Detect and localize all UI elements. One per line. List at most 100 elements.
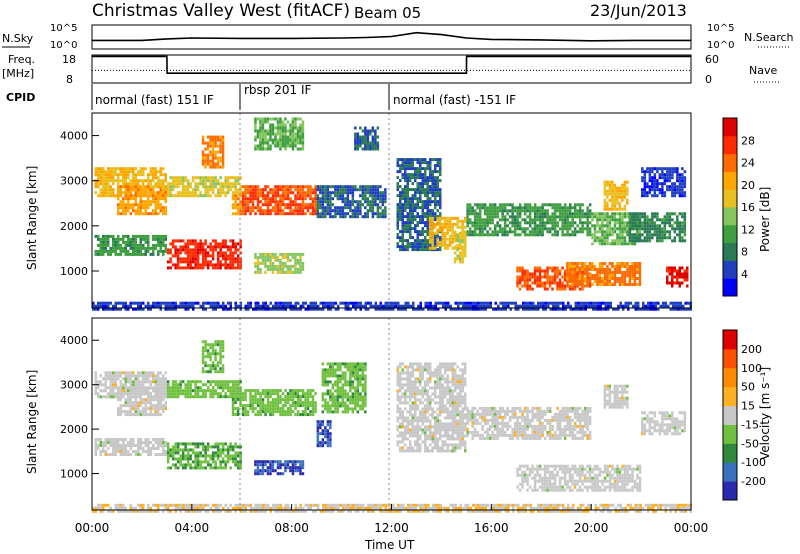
x-tick-label: 00:00 [75, 521, 110, 535]
colorbar-tick-label: -200 [741, 475, 766, 488]
colorbar-tick-label: 12 [741, 223, 755, 236]
velocity-yticks: 4000 3000 2000 1000 [60, 334, 99, 481]
x-tick-label: 04:00 [175, 521, 210, 535]
echo-region [316, 185, 387, 219]
echo-region [92, 503, 692, 513]
power-ylabel: Slant Range [km] [25, 166, 39, 270]
colorbar-segment [723, 462, 737, 482]
velocity-colorbar-title: Velocity [m s⁻¹] [758, 367, 772, 460]
echo-region [516, 464, 642, 492]
colorbar-segment [723, 481, 737, 501]
echo-region [241, 185, 317, 216]
freq-axis-bottom: 8 [66, 73, 73, 86]
colorbar-tick-label: -100 [741, 456, 766, 469]
colorbar-tick-label: 8 [741, 246, 748, 259]
cpid-row: CPID normal (fast) 151 IF rbsp 201 IF no… [6, 83, 516, 110]
echo-region [453, 230, 467, 264]
x-tick-label: 16:00 [474, 521, 509, 535]
colorbar-tick-label: 15 [741, 400, 755, 413]
colorbar-frame [722, 329, 738, 501]
echo-region [166, 239, 242, 270]
power-yticks: 4000 3000 2000 1000 [60, 130, 99, 278]
nsearch-label: N.Search [744, 31, 794, 44]
echo-region [94, 234, 167, 256]
nsky-axis-top: 10^5 [50, 23, 77, 34]
colorbar-segment [723, 118, 737, 137]
power-colorbar: 28 24 20 16 12 8 4 [722, 117, 755, 297]
y-tick-label: 3000 [60, 379, 88, 392]
echo-region [316, 420, 332, 448]
echo-region [241, 389, 317, 417]
nave-axis-top: 60 [705, 53, 719, 66]
echo-region [201, 340, 225, 374]
colorbar-tick-label: 50 [741, 381, 755, 394]
velocity-panel: 4000 3000 2000 1000 Slant Range [km] [25, 317, 692, 513]
mode-label-1: normal (fast) 151 IF [95, 93, 214, 107]
colorbar-segment [723, 348, 737, 369]
velocity-colorbar: 200 100 50 15 -15 -50 -100 -200 [722, 329, 766, 501]
echo-region [231, 194, 242, 216]
colorbar-segment [723, 153, 737, 172]
echo-region [354, 126, 380, 151]
colorbar-segment [723, 405, 737, 425]
x-tick-label: 12:00 [374, 521, 409, 535]
echo-region [666, 266, 689, 288]
freq-label: Freq. [8, 53, 35, 66]
echo-region [117, 185, 167, 216]
velocity-cells [92, 340, 692, 513]
mode-label-2: rbsp 201 IF [244, 83, 311, 97]
x-axis-label: Time UT [364, 538, 415, 552]
power-panel: 4000 3000 2000 1000 Slant Range [km] [25, 112, 692, 311]
nsky-series-line [92, 31, 691, 42]
colorbar-segment [723, 260, 737, 279]
x-axis-ticks: 00:00 04:00 08:00 12:00 16:00 20:00 00:00 [75, 504, 709, 535]
y-tick-label: 1000 [60, 468, 88, 481]
power-frame [91, 112, 692, 309]
echo-region [92, 301, 692, 311]
echo-region [166, 176, 242, 198]
echo-region [603, 180, 629, 211]
power-colorbar-title: Power [dB] [758, 187, 772, 252]
echo-region [396, 158, 442, 252]
colorbar-segment [723, 189, 737, 208]
date-label: 23/Jun/2013 [590, 1, 687, 20]
nsky-strip: N.Sky 10^5 10^0 10^5 10^0 N.Search [2, 23, 794, 51]
y-tick-label: 3000 [60, 175, 88, 188]
echo-region [628, 212, 687, 243]
nsky-frame [91, 24, 692, 50]
y-tick-label: 4000 [60, 130, 88, 143]
echo-region [166, 442, 242, 470]
y-tick-label: 4000 [60, 334, 88, 347]
echo-region [166, 380, 242, 399]
nave-axis-bottom: 0 [705, 73, 712, 86]
colorbar-tick-label: -50 [741, 437, 759, 450]
colorbar-tick-label: 100 [741, 362, 762, 375]
echo-region [641, 167, 687, 198]
mode-label-3: normal (fast) -151 IF [393, 93, 516, 107]
colorbar-segment [723, 278, 737, 297]
colorbar-segment [723, 224, 737, 244]
echo-region [566, 262, 642, 286]
colorbar-tick-label: 24 [741, 157, 755, 170]
echo-region [254, 117, 305, 151]
colorbar-segment [723, 135, 737, 155]
echo-region [466, 203, 592, 237]
nave-label: Nave [749, 64, 777, 77]
colorbar-tick-label: 28 [741, 134, 755, 147]
nsky-axis-bottom: 10^0 [50, 40, 77, 51]
freq-frame [91, 54, 692, 84]
velocity-ylabel: Slant Range [km] [25, 370, 39, 474]
colorbar-segment [723, 242, 737, 261]
colorbar-segment [723, 386, 737, 407]
nsearch-axis-bottom: 10^0 [707, 40, 734, 51]
x-tick-label: 00:00 [674, 521, 709, 535]
plot-title: Christmas Valley West (fitACF) [92, 1, 350, 21]
power-cells [92, 117, 692, 311]
freq-axis-top: 18 [62, 53, 76, 66]
colorbar-segment [723, 207, 737, 226]
echo-region [254, 252, 305, 274]
echo-region [321, 362, 367, 414]
nsky-lines [92, 31, 691, 42]
echo-region [231, 398, 242, 416]
colorbar-segment [723, 367, 737, 388]
